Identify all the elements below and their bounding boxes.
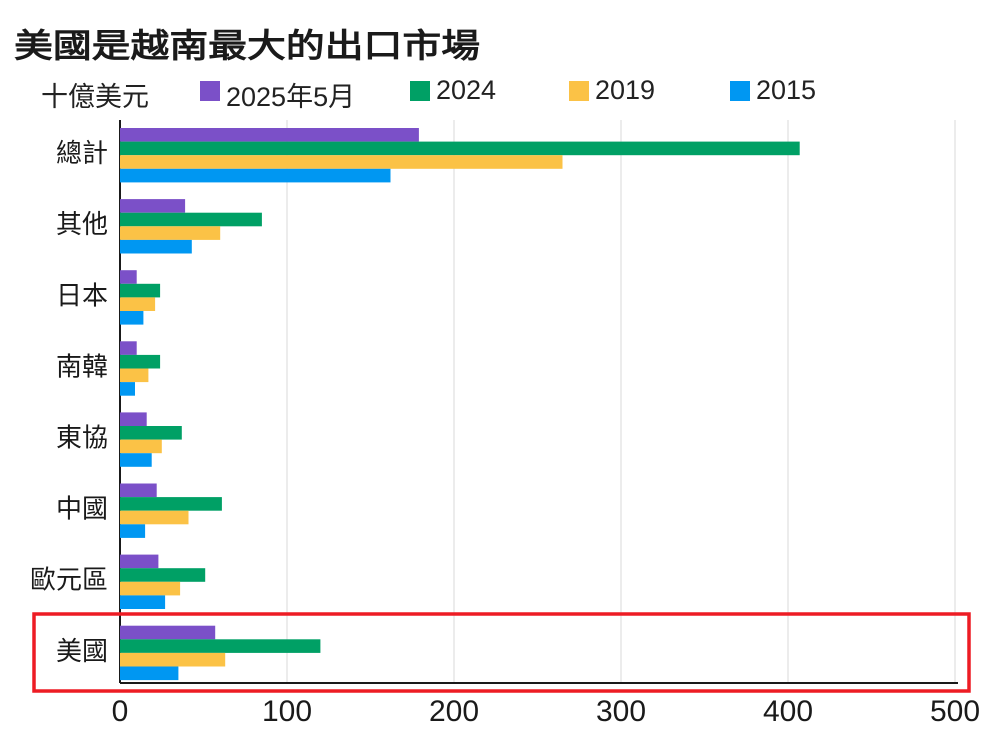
svg-text:200: 200	[429, 695, 479, 728]
svg-text:日本: 日本	[56, 280, 108, 310]
svg-text:100: 100	[262, 695, 312, 728]
svg-text:總計: 總計	[56, 138, 108, 168]
svg-text:0: 0	[112, 695, 129, 728]
svg-text:400: 400	[763, 695, 813, 728]
svg-text:歐元區: 歐元區	[30, 565, 108, 595]
svg-text:美國: 美國	[56, 636, 108, 666]
svg-text:中國: 中國	[56, 494, 108, 524]
svg-text:南韓: 南韓	[56, 351, 108, 381]
svg-text:500: 500	[930, 695, 980, 728]
svg-text:東協: 東協	[56, 422, 108, 452]
svg-text:300: 300	[596, 695, 646, 728]
svg-text:其他: 其他	[56, 209, 108, 239]
